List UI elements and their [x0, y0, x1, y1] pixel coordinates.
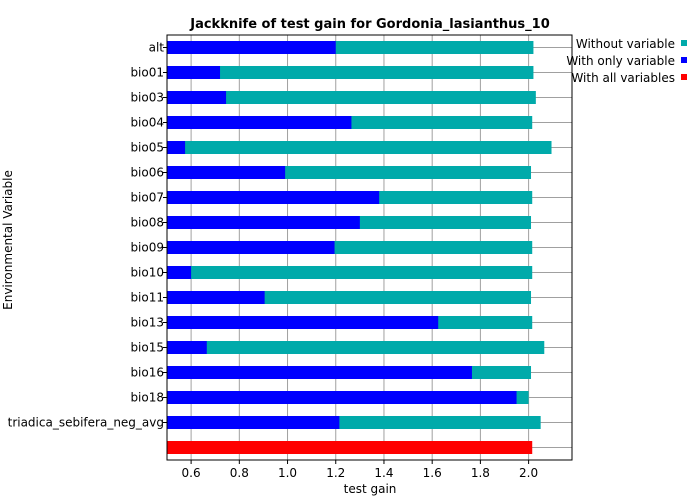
bar-with-only-variable	[167, 216, 360, 229]
bar-with-only-variable	[167, 391, 517, 404]
bar-without-variable	[167, 66, 534, 79]
y-tick-label: bio07	[130, 191, 164, 205]
bar-with-all-variables	[167, 441, 533, 454]
bar-with-only-variable	[167, 116, 352, 129]
y-tick-label: bio01	[130, 66, 164, 80]
bar-without-variable	[167, 266, 533, 279]
y-tick-label: bio18	[130, 391, 164, 405]
bar-with-only-variable	[167, 141, 186, 154]
bar-with-only-variable	[167, 191, 380, 204]
x-tick-label: 1.6	[423, 466, 442, 480]
bar-with-only-variable	[167, 41, 336, 54]
legend-swatch	[681, 40, 687, 46]
bar-with-only-variable	[167, 291, 265, 304]
bar-with-only-variable	[167, 166, 286, 179]
x-axis-label: test gain	[344, 482, 397, 496]
legend: Without variable With only variable With a…	[566, 37, 687, 85]
y-tick-label: alt	[149, 41, 165, 55]
bar-with-only-variable	[167, 266, 192, 279]
plot-border	[166, 34, 573, 461]
bar-with-only-variable	[167, 91, 227, 104]
bar-with-only-variable	[167, 316, 439, 329]
y-tick-label: bio10	[130, 266, 164, 280]
y-tick-label: triadica_sebifera_neg_avg	[8, 416, 164, 430]
bar-with-only-variable	[167, 366, 472, 379]
x-tick-label: 1.4	[374, 466, 393, 480]
y-tick-label: bio13	[130, 316, 164, 330]
bar-with-only-variable	[167, 416, 340, 429]
bar-without-variable	[167, 141, 552, 154]
bar-with-only-variable	[167, 66, 221, 79]
bar-without-variable	[167, 91, 536, 104]
bar-without-variable	[167, 341, 545, 354]
x-tick-label: 0.6	[182, 466, 201, 480]
y-axis-label: Environmental Variable	[1, 170, 15, 310]
y-tick-label: bio06	[130, 166, 164, 180]
chart-title: Jackknife of test gain for Gordonia_lasi…	[189, 17, 550, 32]
plot-area: 0.6 0.8 1.0 1.2 1.4 1.6 1.8 2.0 alt bio01 bio03 bio…	[8, 34, 573, 480]
legend-label: With only variable	[566, 54, 675, 68]
y-tick-label: bio15	[130, 341, 164, 355]
legend-swatch	[681, 74, 687, 80]
x-tick-label: 0.8	[230, 466, 249, 480]
x-tick-label: 1.0	[278, 466, 297, 480]
legend-label: With all variables	[571, 71, 675, 85]
x-tick-label: 1.2	[326, 466, 345, 480]
y-tick-label: bio11	[130, 291, 164, 305]
y-tick-label: bio09	[130, 241, 164, 255]
y-tick-label: bio05	[130, 141, 164, 155]
x-tick-label: 1.8	[471, 466, 490, 480]
bar-with-only-variable	[167, 241, 335, 254]
y-tick-label: bio16	[130, 366, 164, 380]
legend-label: Without variable	[576, 37, 675, 51]
legend-swatch	[681, 57, 687, 63]
x-tick-label: 2.0	[519, 466, 538, 480]
y-tick-label: bio04	[130, 116, 164, 130]
y-tick-label: bio08	[130, 216, 164, 230]
bar-with-only-variable	[167, 341, 207, 354]
y-tick-label: bio03	[130, 91, 164, 105]
